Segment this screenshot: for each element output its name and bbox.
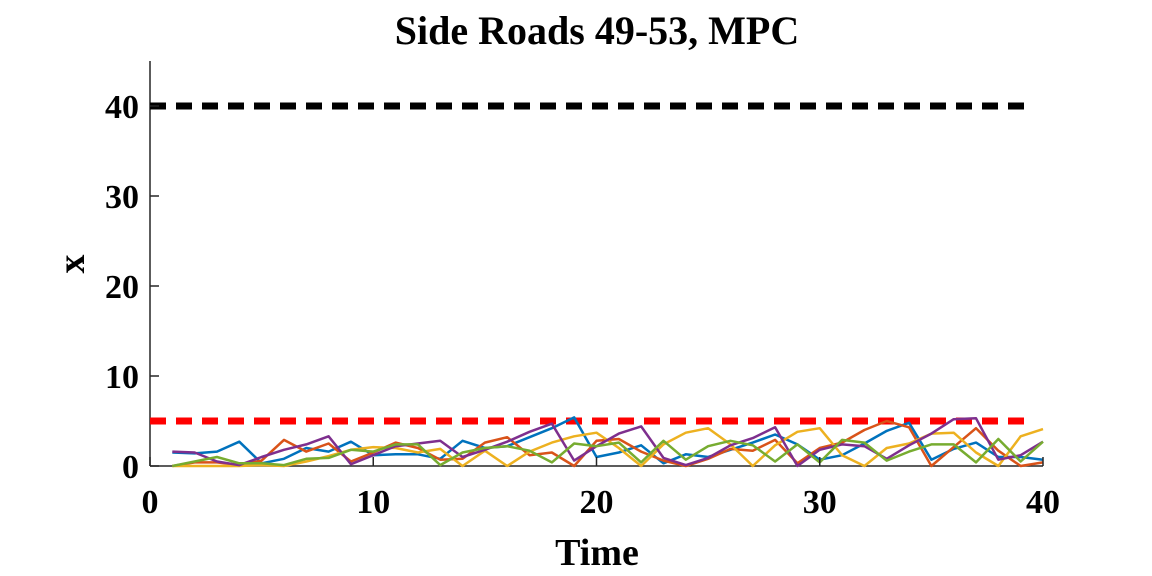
y-axis-label: x	[51, 255, 93, 274]
y-tick-label: 20	[105, 269, 139, 306]
y-tick-label: 10	[105, 359, 139, 396]
axes	[149, 61, 1043, 467]
x-tick-label: 30	[803, 484, 837, 521]
x-tick-label: 0	[142, 484, 159, 521]
series-group	[172, 416, 1044, 468]
y-tick-label: 30	[105, 179, 139, 216]
x-tick-label: 10	[356, 484, 390, 521]
x-axis-label: Time	[555, 532, 639, 574]
x-tick-label: 40	[1026, 484, 1060, 521]
series-line-1	[172, 416, 1044, 465]
y-tick-label: 0	[122, 449, 139, 486]
series-line-4	[172, 417, 1044, 468]
ticks: 0 10 20 30 40 0 10 20 30 40	[105, 89, 1060, 521]
reference-lines	[150, 102, 1030, 425]
chart-title: Side Roads 49-53, MPC	[395, 8, 799, 53]
y-tick-label: 40	[105, 89, 139, 126]
series-line-5	[172, 437, 1044, 468]
x-tick-label: 20	[580, 484, 614, 521]
